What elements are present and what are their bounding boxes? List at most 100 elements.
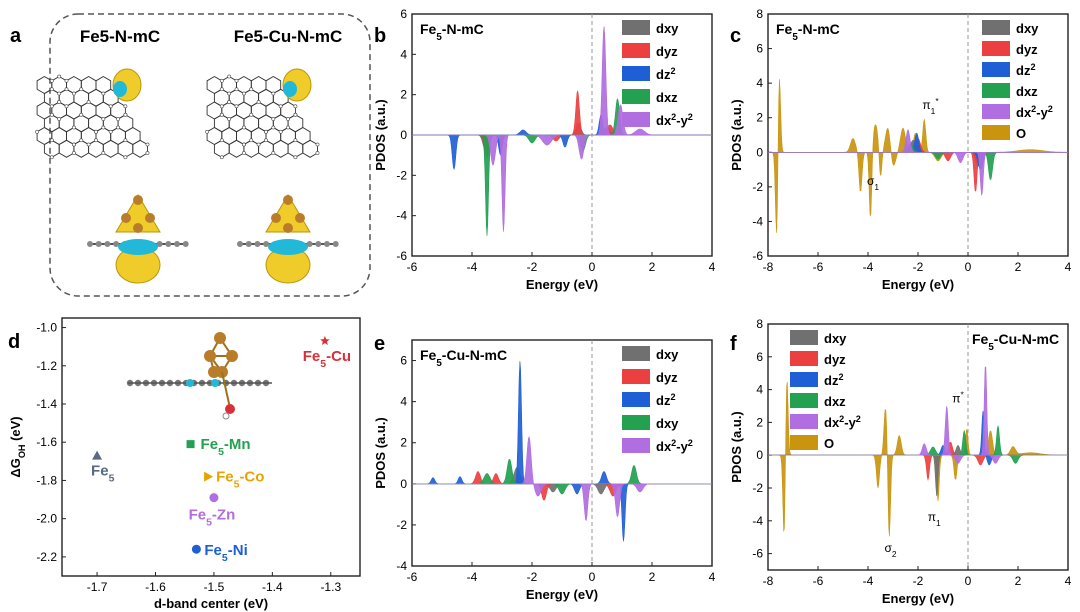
y-tick-label: -2 [752, 180, 763, 194]
carbon-atom [241, 151, 246, 155]
carbon-atom [101, 151, 106, 155]
subscript: 5 [206, 517, 212, 529]
x-tick-label: -4 [863, 260, 874, 274]
charge-density-cyan [113, 81, 127, 97]
x-axis-label: Energy (eV) [882, 277, 954, 292]
carbon-atom [64, 104, 69, 109]
side-carbon [332, 241, 339, 247]
carbon-atom [49, 155, 54, 160]
y-tick-label: 6 [400, 354, 407, 368]
carbon-atom [293, 155, 298, 160]
x-tick-label: 0 [589, 260, 596, 274]
series-group [412, 361, 712, 542]
superscript: 2 [839, 414, 844, 424]
side-carbon [315, 241, 322, 247]
superscript: 2 [838, 372, 843, 382]
subscript: OH [17, 445, 27, 459]
carbon-atom [249, 138, 254, 143]
scatter-point-fe5 [92, 450, 103, 460]
chart-title: Fe5-N-mC [776, 21, 840, 43]
text-run: O [824, 436, 834, 451]
scatter-label: Fe5-Ni [204, 542, 247, 564]
legend-swatch [622, 89, 650, 104]
text-run: -Zn [212, 507, 235, 524]
text-run: Fe [420, 21, 437, 37]
legend-label: dyz [656, 44, 678, 59]
legend-swatch [622, 20, 650, 35]
iso-cyan-band [268, 239, 308, 255]
legend-label: dxz [824, 394, 846, 409]
carbon-atom [219, 87, 224, 92]
graphene-ring [43, 139, 60, 158]
text-run: -Co [239, 469, 264, 486]
graphene-ring [228, 139, 245, 158]
x-tick-label: -4 [863, 574, 874, 588]
legend-label: dyz [1016, 42, 1038, 57]
panel-letter-d: d [8, 331, 20, 353]
text-run: π [922, 98, 930, 112]
annotation-label: σ1 [867, 174, 879, 192]
carbon-atom [219, 104, 224, 109]
legend-swatch [982, 41, 1010, 56]
carbon-atom [234, 104, 239, 109]
subscript: 1 [931, 106, 936, 116]
legend-swatch [790, 372, 818, 387]
panel-letter-a: a [10, 25, 22, 47]
y-tick-label: 4 [400, 47, 407, 61]
carbon-atom [101, 91, 106, 96]
panel-letter-c: c [730, 25, 741, 47]
carbon-atom [101, 117, 106, 121]
sheet-fe5-cu-n-mc [205, 68, 320, 160]
graphene-ring [287, 139, 304, 158]
series-O-area [768, 79, 1068, 233]
side-carbon [113, 241, 120, 247]
y-tick-label: -6 [396, 249, 407, 263]
panel-letter-b: b [374, 25, 386, 47]
superscript: 2 [688, 438, 693, 448]
carbon-atom [293, 112, 298, 117]
legend-swatch [622, 369, 650, 384]
fe-atom [214, 332, 226, 344]
superscript: 2 [670, 392, 675, 402]
carbon-atom [219, 155, 224, 160]
carbon-atom [241, 142, 246, 147]
carbon-atom [271, 91, 276, 96]
side-carbon [245, 241, 252, 247]
carbon-atom [116, 117, 120, 121]
subscript: 1 [874, 182, 879, 192]
text-run: π [952, 392, 960, 406]
text-run: dz [824, 373, 839, 388]
legend-swatch [622, 392, 650, 407]
y-tick-label: -1.6 [36, 435, 57, 449]
text-run: -N-mC [442, 21, 484, 37]
legend-swatch [622, 438, 650, 453]
carbon-atom [286, 117, 290, 121]
superscript: 2 [670, 66, 675, 76]
carbon-atom [79, 138, 84, 143]
legend-label: dxz [656, 90, 678, 105]
legend-label: dxy [656, 347, 679, 362]
graphene-ring [58, 139, 75, 158]
fe-atom [133, 223, 143, 233]
side-carbon [87, 241, 93, 247]
side-fe5-cu-n-mc [237, 194, 339, 284]
y-tick-label: 8 [756, 7, 763, 21]
carbon-atom [145, 151, 150, 155]
x-tick-label: 4 [709, 570, 716, 584]
legend-swatch [982, 125, 1010, 140]
side-carbon [324, 241, 330, 247]
y-tick-label: -2.0 [36, 512, 57, 526]
legend-label: dx2-y2 [656, 112, 693, 128]
legend-swatch [790, 435, 818, 450]
carbon-atom [256, 142, 261, 147]
subscript: 5 [436, 358, 442, 369]
text-run: σ [884, 541, 892, 555]
text-run: dx [1016, 105, 1032, 120]
x-tick-label: -4 [467, 260, 478, 274]
x-tick-label: 4 [709, 260, 716, 274]
carbon-atom [123, 104, 128, 109]
y-tick-label: -2.2 [36, 550, 57, 564]
